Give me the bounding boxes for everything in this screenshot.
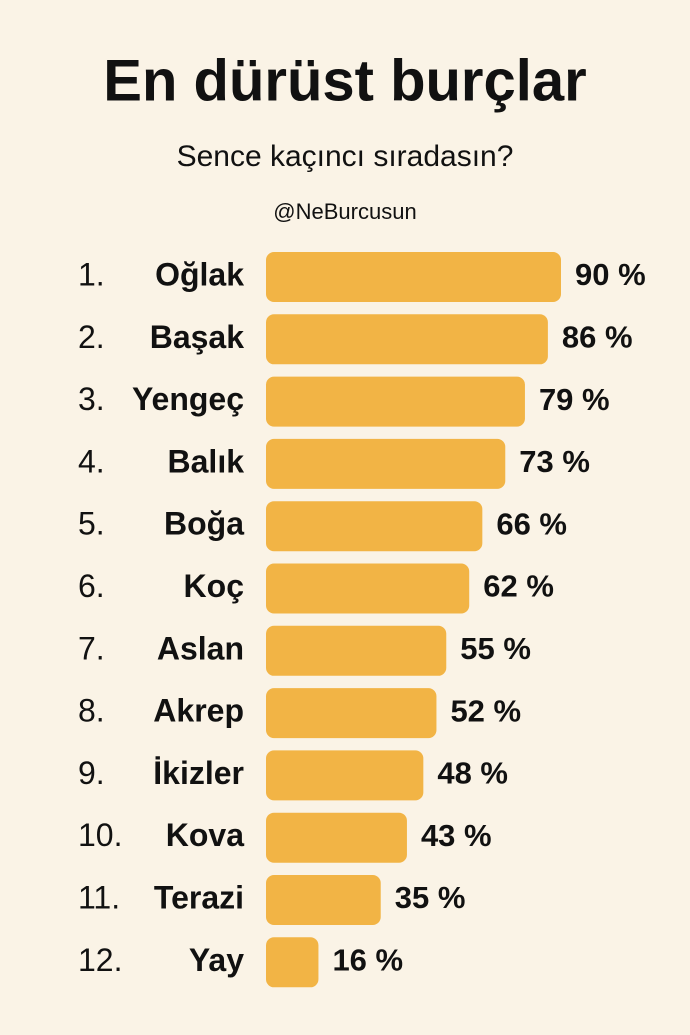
bar — [266, 937, 319, 988]
chart-title: En dürüst burçlar — [103, 48, 586, 113]
bar — [266, 563, 470, 614]
chart-subtitle: Sence kaçıncı sıradasın? — [177, 140, 514, 173]
bar — [266, 625, 447, 676]
value-label: 43 % — [421, 818, 492, 853]
category-label: Kova — [166, 817, 244, 853]
value-label: 16 % — [332, 942, 403, 977]
value-label: 48 % — [437, 756, 508, 791]
rank: 4. — [78, 443, 105, 479]
value-label: 52 % — [450, 693, 521, 728]
category-label: İkizler — [153, 755, 244, 791]
value-label: 35 % — [395, 880, 466, 915]
bar — [266, 501, 483, 552]
category-label: Akrep — [153, 693, 244, 729]
rank: 7. — [78, 630, 105, 666]
bar — [266, 812, 407, 863]
rank: 12. — [78, 942, 122, 978]
value-label: 73 % — [519, 444, 590, 479]
category-label: Aslan — [157, 630, 244, 666]
rank: 10. — [78, 817, 122, 853]
bar — [266, 688, 437, 739]
rank: 11. — [78, 879, 120, 915]
bar — [266, 376, 525, 427]
category-label: Koç — [184, 568, 244, 604]
value-label: 86 % — [562, 319, 633, 354]
category-label: Terazi — [154, 879, 244, 915]
rank: 1. — [78, 256, 105, 292]
category-label: Yay — [189, 942, 244, 978]
category-label: Yengeç — [132, 381, 244, 417]
category-label: Oğlak — [155, 256, 244, 292]
category-label: Balık — [168, 443, 245, 479]
value-label: 62 % — [483, 569, 554, 604]
bar — [266, 875, 381, 925]
value-label: 66 % — [496, 506, 567, 541]
category-label: Başak — [150, 319, 245, 355]
rank: 8. — [78, 693, 105, 729]
bar — [266, 252, 561, 302]
bar — [266, 438, 506, 489]
category-label: Boğa — [164, 506, 244, 542]
rank: 6. — [78, 568, 105, 604]
bar — [266, 314, 548, 365]
value-label: 79 % — [539, 382, 610, 417]
rank: 5. — [78, 506, 105, 542]
handle: @NeBurcusun — [273, 199, 416, 224]
value-label: 55 % — [460, 631, 531, 666]
rank: 3. — [78, 381, 105, 417]
bar — [266, 750, 424, 801]
value-label: 90 % — [575, 257, 646, 292]
rank: 2. — [78, 319, 105, 355]
rank: 9. — [78, 755, 105, 791]
